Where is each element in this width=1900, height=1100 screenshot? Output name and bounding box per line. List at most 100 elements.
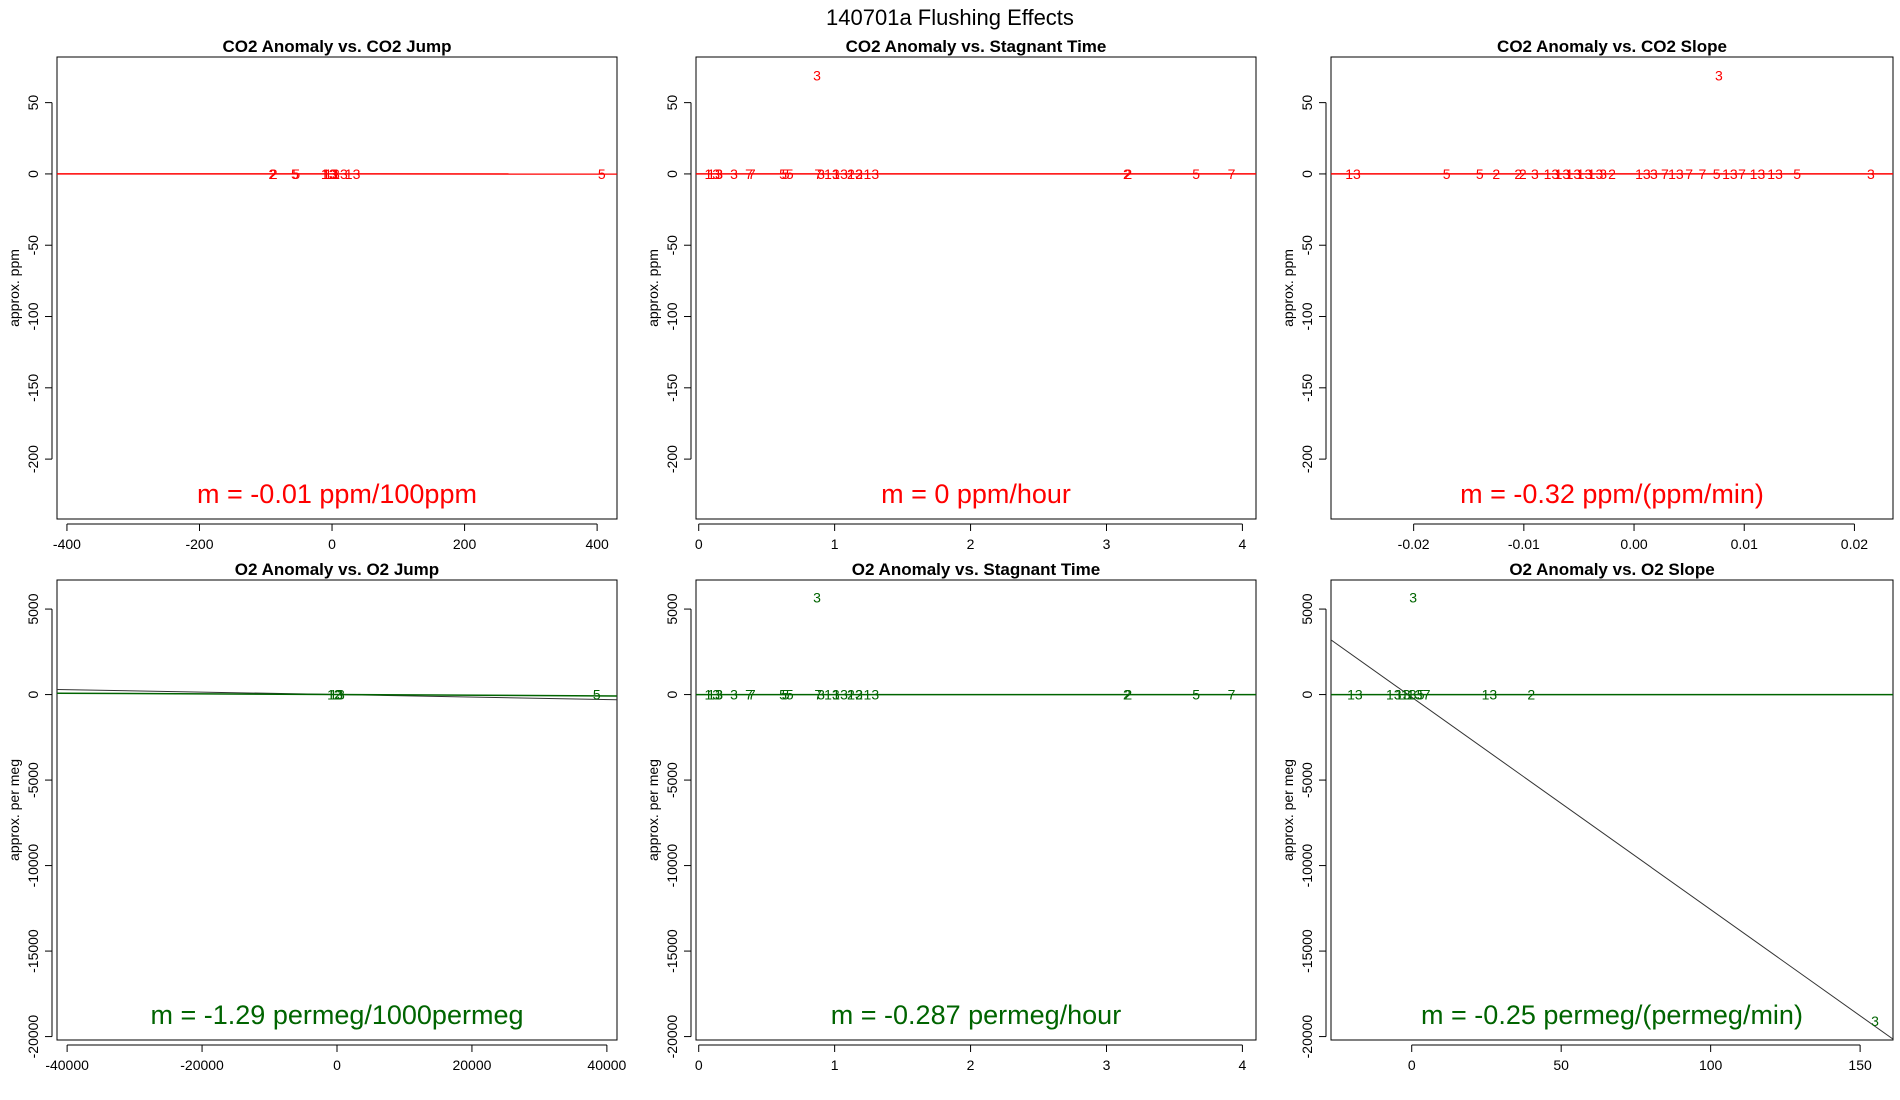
data-point: 3	[335, 687, 343, 703]
x-tick-label: 1	[831, 536, 839, 552]
data-point: 3	[813, 68, 821, 84]
y-tick-label: -5000	[1299, 762, 1315, 798]
data-point: 3	[1871, 1013, 1879, 1029]
slope-annotation: m = 0 ppm/hour	[881, 479, 1071, 509]
data-point: 7	[1228, 166, 1236, 182]
data-point: 3	[817, 166, 825, 182]
data-point: 5	[1476, 166, 1484, 182]
x-tick-label: -20000	[180, 1057, 224, 1073]
y-tick-label: 50	[664, 95, 680, 111]
data-point: 13	[321, 166, 337, 182]
panel-o2-vs-o2-slope: O2 Anomaly vs. O2 Slope 0 50 100 150 5000 0 -50…	[1280, 560, 1894, 1073]
data-point: 13	[832, 166, 848, 182]
x-tick-label: -200	[185, 536, 213, 552]
data-point: 3	[715, 687, 723, 703]
x-tick-label: 0.01	[1731, 536, 1758, 552]
data-point: 13	[824, 166, 840, 182]
y-tick-label: -50	[25, 235, 41, 255]
data-point: 13	[1407, 687, 1423, 703]
data-point: 5	[292, 166, 300, 182]
x-tick-label: 100	[1699, 1057, 1723, 1073]
x-tick-label: 2	[967, 1057, 975, 1073]
data-point: 13	[1395, 687, 1411, 703]
y-tick-label: -200	[25, 445, 41, 473]
y-tick-label: -5000	[25, 762, 41, 798]
data-point: 7	[748, 166, 756, 182]
data-point: 2	[270, 166, 278, 182]
data-point: 7	[1698, 166, 1706, 182]
data-point: 13	[1566, 166, 1582, 182]
data-point: 7	[814, 166, 822, 182]
data-point: 13	[864, 166, 880, 182]
x-tick-label: 0	[1408, 1057, 1416, 1073]
data-point: 7	[745, 687, 753, 703]
panel-title: O2 Anomaly vs. O2 Jump	[235, 560, 439, 579]
data-point: 2	[1123, 166, 1131, 182]
slope-annotation: m = -0.287 permeg/hour	[831, 1000, 1121, 1030]
x-tick-label: 1	[831, 1057, 839, 1073]
data-point: 13	[705, 687, 721, 703]
data-point: 13	[1588, 166, 1604, 182]
data-point: 2	[1124, 166, 1132, 182]
data-point: 13	[1668, 166, 1684, 182]
data-point: 13	[329, 687, 345, 703]
panel-o2-vs-o2-jump: O2 Anomaly vs. O2 Jump-40000 -20000 0 20000…	[6, 560, 627, 1073]
data-point: 13	[1482, 687, 1498, 703]
y-axis-title: approx. per meg	[1280, 759, 1296, 861]
x-tick-label: 0	[695, 536, 703, 552]
data-point: 13	[824, 687, 840, 703]
x-tick-label: -0.01	[1508, 536, 1540, 552]
data-point: 3	[817, 687, 825, 703]
data-point: 13	[707, 687, 723, 703]
figure-title: 140701a Flushing Effects	[826, 5, 1074, 30]
data-point: 13	[1345, 166, 1361, 182]
data-point: 5	[291, 166, 299, 182]
y-tick-label: -50	[664, 235, 680, 255]
y-tick-label: -15000	[664, 929, 680, 973]
y-tick-label: -10000	[25, 844, 41, 888]
y-axis-title: approx. ppm	[6, 249, 22, 327]
data-point: 7	[814, 687, 822, 703]
data-point: 7	[745, 166, 753, 182]
y-tick-label: -20000	[664, 1015, 680, 1059]
panel-co2-vs-co2-slope: CO2 Anomaly vs. CO2 Slope -0.02 -0.01 0.00 0…	[1280, 37, 1894, 552]
x-tick-label: 400	[585, 536, 609, 552]
x-tick-label: 2	[967, 536, 975, 552]
slope-annotation: m = -0.32 ppm/(ppm/min)	[1460, 479, 1764, 509]
data-point: 2	[855, 687, 863, 703]
data-point: 2	[1492, 166, 1500, 182]
data-point: 7	[748, 687, 756, 703]
data-point: 2	[847, 166, 855, 182]
x-tick-label: 4	[1239, 536, 1247, 552]
plot-frame	[1330, 579, 1894, 1041]
data-point: 2	[1514, 166, 1522, 182]
y-tick-label: 5000	[1299, 593, 1315, 624]
data-point: 13	[832, 687, 848, 703]
data-point: 13	[847, 166, 863, 182]
data-point: 13	[1722, 166, 1738, 182]
data-point: 2	[1124, 687, 1132, 703]
panel-o2-vs-stagnant-time: O2 Anomaly vs. Stagnant Time 0 1 2 3 4 5000 0 -5…	[645, 560, 1257, 1073]
data-point: 5	[782, 687, 790, 703]
panel-title: CO2 Anomaly vs. CO2 Slope	[1497, 37, 1727, 56]
data-point: 13	[1544, 166, 1560, 182]
data-point: 2	[1519, 166, 1527, 182]
x-tick-label: 150	[1848, 1057, 1872, 1073]
data-point: 5	[1443, 166, 1451, 182]
data-point: 2	[1608, 166, 1616, 182]
data-point: 13	[1401, 687, 1417, 703]
data-point: 5	[786, 166, 794, 182]
y-tick-label: 5000	[25, 593, 41, 624]
data-point: 3	[1867, 166, 1875, 182]
y-axis-title: approx. ppm	[1280, 249, 1296, 327]
x-tick-label: 50	[1553, 1057, 1569, 1073]
panel-title: O2 Anomaly vs. Stagnant Time	[852, 560, 1100, 579]
data-point: 13	[1635, 166, 1651, 182]
y-tick-label: 50	[1299, 95, 1315, 111]
data-point: 5	[1417, 687, 1425, 703]
y-tick-label: -15000	[1299, 929, 1315, 973]
data-point: 13	[1767, 166, 1783, 182]
data-point: 13	[705, 166, 721, 182]
y-tick-label: 5000	[664, 593, 680, 624]
